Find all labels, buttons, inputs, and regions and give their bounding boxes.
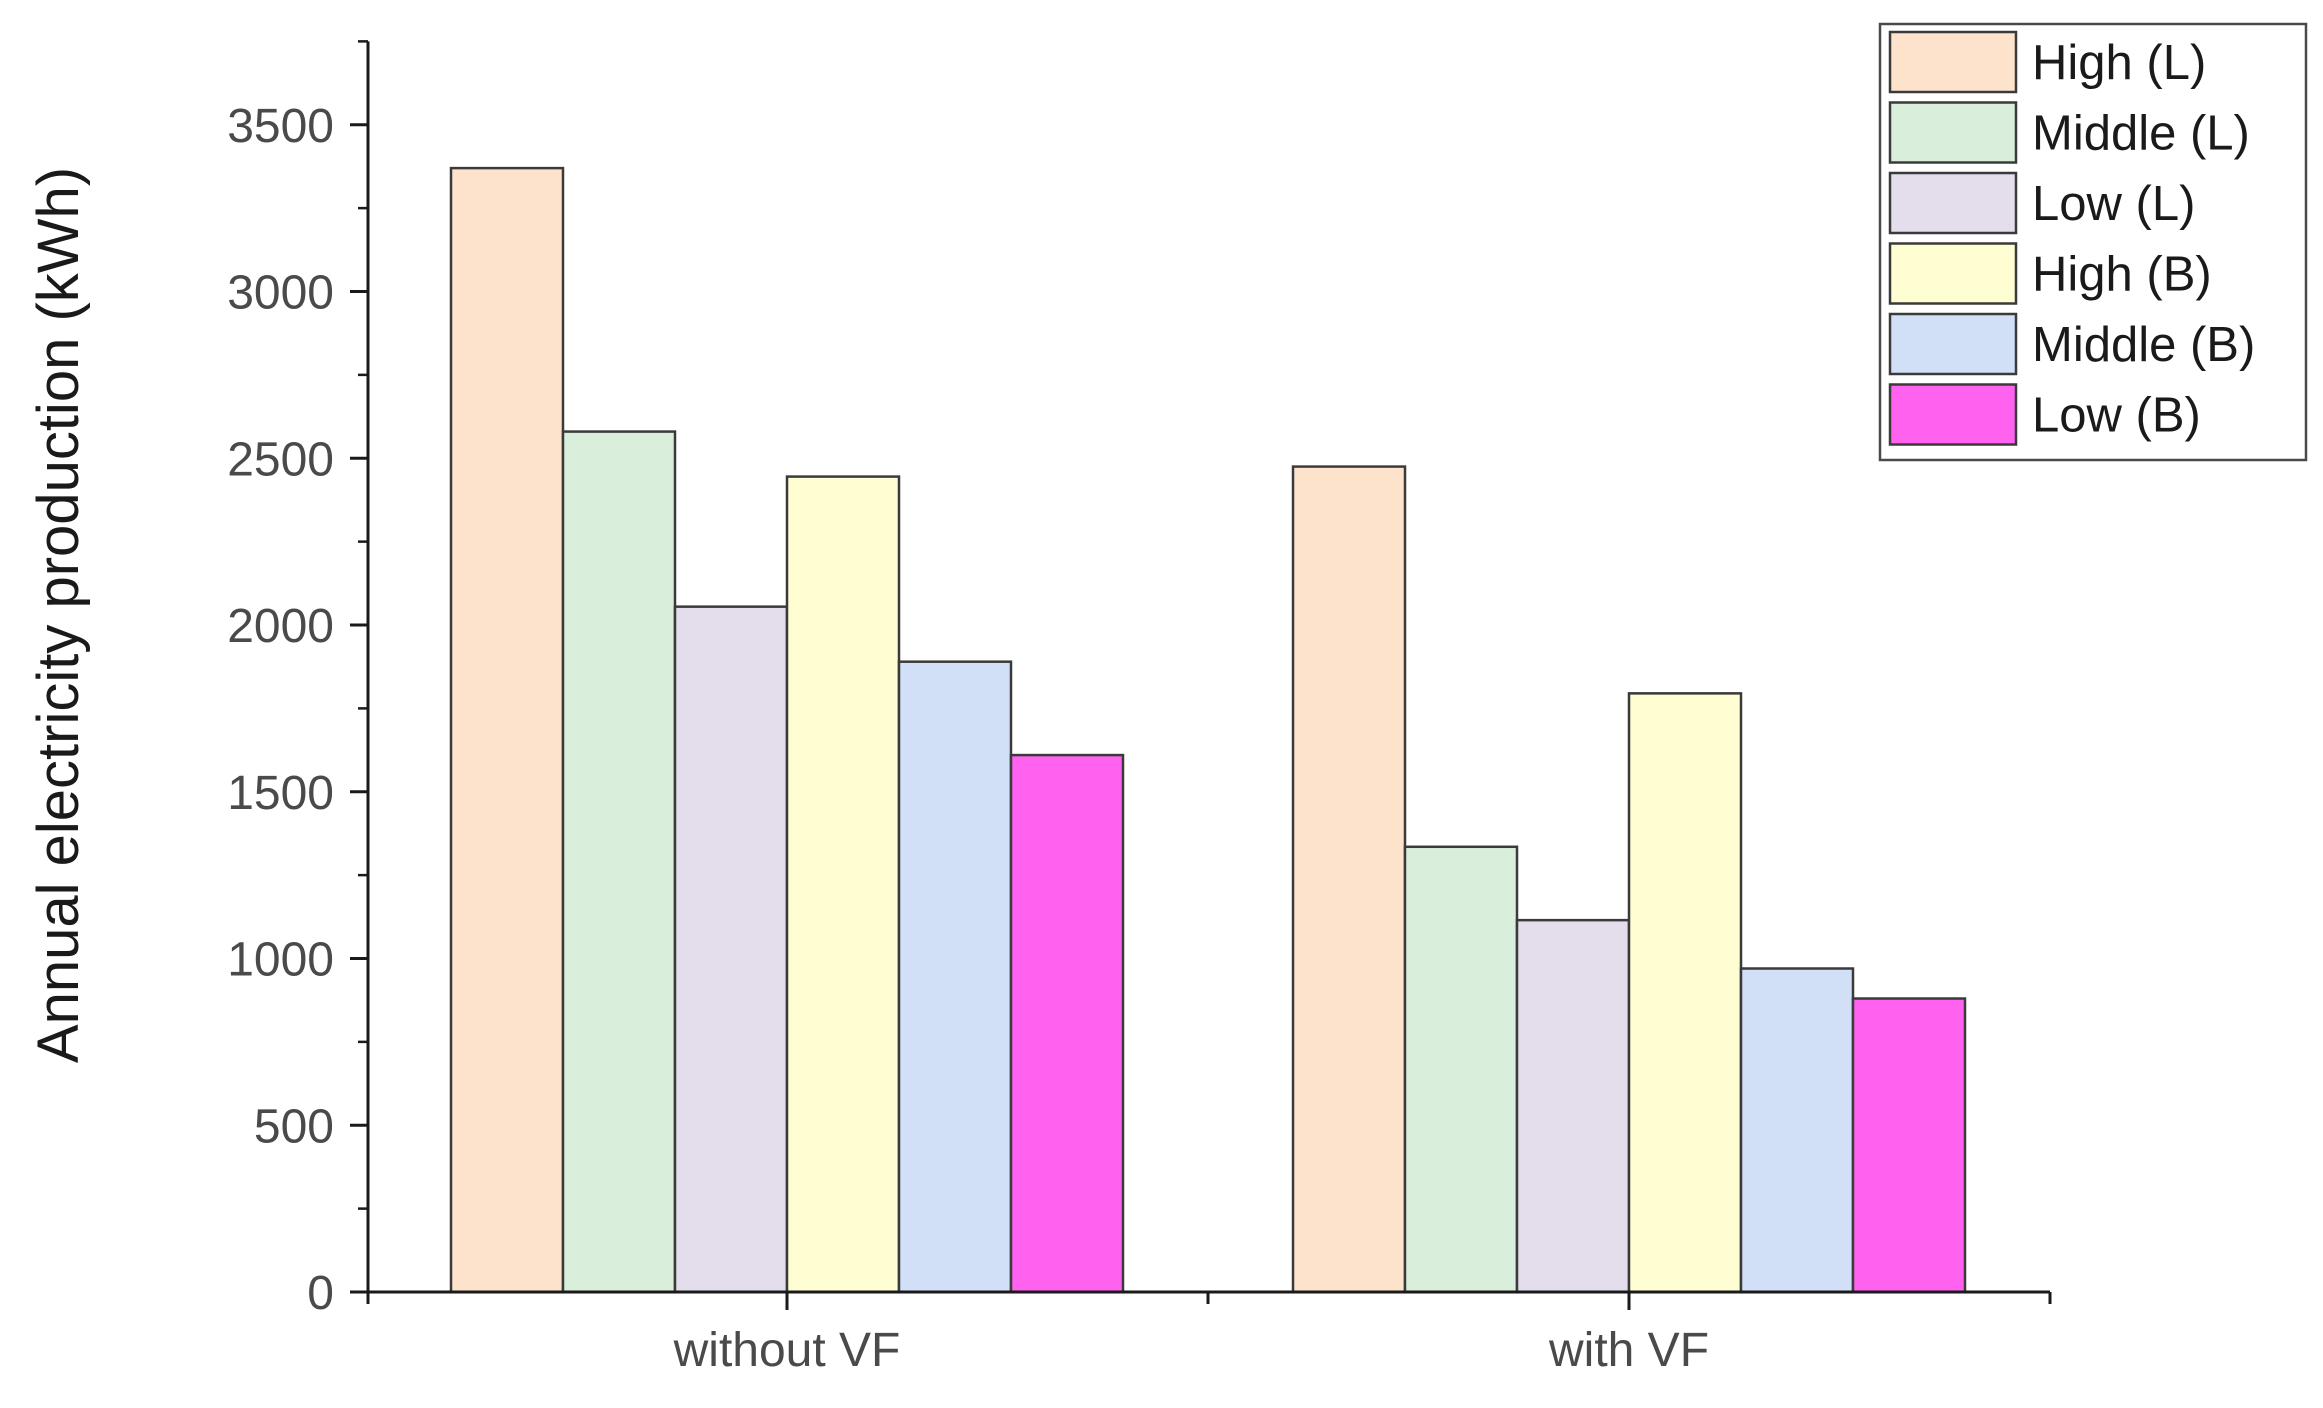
x-tick-label: without VF <box>673 1324 901 1377</box>
legend-label: High (L) <box>2032 36 2206 90</box>
bar <box>897 660 1013 1294</box>
legend-label: Low (L) <box>2032 177 2195 231</box>
y-axis-title: Annual electricity production (kWh) <box>26 167 91 1063</box>
legend-label: High (B) <box>2032 248 2212 302</box>
bar <box>1403 845 1519 1294</box>
legend-label: Middle (B) <box>2032 318 2255 372</box>
y-tick-label: 1500 <box>227 767 334 820</box>
legend-swatch <box>1888 171 2018 235</box>
bar <box>561 430 677 1294</box>
y-tick-label: 500 <box>254 1100 334 1153</box>
y-tick-label: 2500 <box>227 433 334 486</box>
x-tick-label: with VF <box>1548 1324 1709 1377</box>
legend: High (L) Middle (L) Low (L) High (B) Middle … <box>1878 22 2308 462</box>
bar <box>785 475 901 1294</box>
bar <box>1291 465 1407 1294</box>
y-tick-label: 1000 <box>227 934 334 987</box>
bar <box>449 166 565 1294</box>
legend-label: Low (B) <box>2032 389 2201 443</box>
bar <box>1009 753 1125 1294</box>
y-tick-label: 3500 <box>227 100 334 153</box>
legend-swatch <box>1888 383 2018 446</box>
legend-swatch <box>1888 312 2018 376</box>
legend-swatch <box>1888 242 2018 305</box>
bar <box>673 605 789 1294</box>
legend-swatch <box>1888 30 2018 94</box>
bars-layer <box>449 166 1967 1294</box>
bar <box>1515 918 1631 1294</box>
y-tick-label: 2000 <box>227 600 334 653</box>
y-tick-label: 0 <box>307 1267 334 1320</box>
bar <box>1627 692 1743 1294</box>
bar <box>1739 967 1855 1294</box>
ticks-layer: 0 500 1000 1500 2000 2500 3000 3500 without VF wi… <box>227 40 2052 1377</box>
legend-label: Middle (L) <box>2032 107 2250 161</box>
y-tick-label: 3000 <box>227 267 334 320</box>
legend-swatch <box>1888 101 2018 164</box>
bar <box>1851 997 1967 1294</box>
